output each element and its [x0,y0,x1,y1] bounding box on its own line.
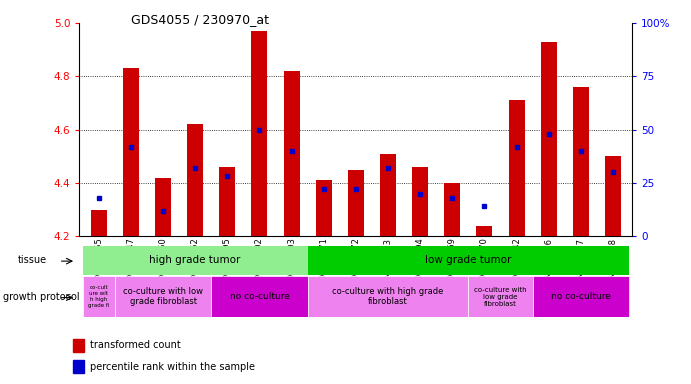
Text: GDS4055 / 230970_at: GDS4055 / 230970_at [131,13,269,26]
Bar [316,180,332,236]
Bar [476,225,493,236]
Bar [83,246,307,275]
Bar [573,87,589,236]
Bar [605,156,621,236]
Bar [73,360,84,373]
Bar [219,167,236,236]
Text: co-cult
ure wit
h high
grade fi: co-cult ure wit h high grade fi [88,285,109,308]
Bar [187,124,203,236]
Bar [468,276,533,317]
Bar [211,276,307,317]
Bar [307,276,468,317]
Bar [283,71,300,236]
Bar [307,246,629,275]
Bar [73,339,84,352]
Text: tissue: tissue [17,255,46,265]
Text: no co-culture: no co-culture [551,292,611,301]
Bar [155,177,171,236]
Bar [533,276,629,317]
Text: no co-culture: no co-culture [229,292,290,301]
Bar [123,68,139,236]
Text: transformed count: transformed count [90,340,180,350]
Bar [540,42,557,236]
Bar [348,170,364,236]
Bar [115,276,211,317]
Text: growth protocol: growth protocol [3,291,80,302]
Bar [509,100,524,236]
Bar [83,276,115,317]
Text: co-culture with high grade
fibroblast: co-culture with high grade fibroblast [332,287,444,306]
Bar [252,31,267,236]
Text: co-culture with
low grade
fibroblast: co-culture with low grade fibroblast [474,286,527,307]
Text: co-culture with low
grade fibroblast: co-culture with low grade fibroblast [123,287,203,306]
Text: high grade tumor: high grade tumor [149,255,241,265]
Bar [412,167,428,236]
Bar [91,210,107,236]
Text: percentile rank within the sample: percentile rank within the sample [90,362,255,372]
Bar [444,183,460,236]
Text: low grade tumor: low grade tumor [425,255,511,265]
Bar [380,154,396,236]
